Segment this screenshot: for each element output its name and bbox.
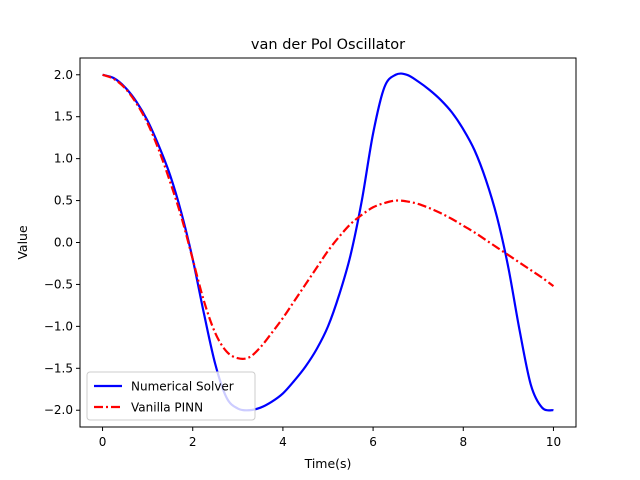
legend-box (86, 371, 256, 421)
x-tick-label: 4 (279, 435, 287, 449)
series-line-numerical-solver (102, 72, 554, 412)
series-layer (102, 72, 555, 412)
y-tick-label: 1.5 (54, 110, 73, 124)
chart-title: van der Pol Oscillator (251, 37, 405, 53)
legend-label: Numerical Solver (131, 380, 234, 394)
x-axis-ticks: 0 2 4 6 8 10 (99, 427, 561, 449)
y-tick-label: −1.0 (44, 319, 73, 333)
y-tick-label: 0.5 (54, 194, 73, 208)
y-tick-label: 2.0 (54, 68, 73, 82)
x-tick-label: 2 (189, 435, 197, 449)
y-tick-label: −0.5 (44, 277, 73, 291)
x-tick-label: 0 (99, 435, 107, 449)
legend: Numerical Solver Vanilla PINN (86, 371, 256, 421)
legend-label: Vanilla PINN (131, 401, 203, 415)
series-line-vanilla-pinn (102, 73, 555, 360)
y-tick-label: −1.5 (44, 361, 73, 375)
x-tick-label: 10 (546, 435, 561, 449)
y-tick-label: −2.0 (44, 403, 73, 417)
y-tick-label: 0.0 (54, 236, 73, 250)
y-axis-label: Value (15, 225, 30, 260)
x-tick-label: 6 (369, 435, 377, 449)
x-axis-label: Time(s) (304, 456, 352, 471)
y-axis-ticks: 2.0 1.5 1.0 0.5 0.0 −0.5 −1.0 −1.5 −2.0 (44, 68, 80, 417)
x-tick-label: 8 (459, 435, 467, 449)
y-tick-label: 1.0 (54, 152, 73, 166)
